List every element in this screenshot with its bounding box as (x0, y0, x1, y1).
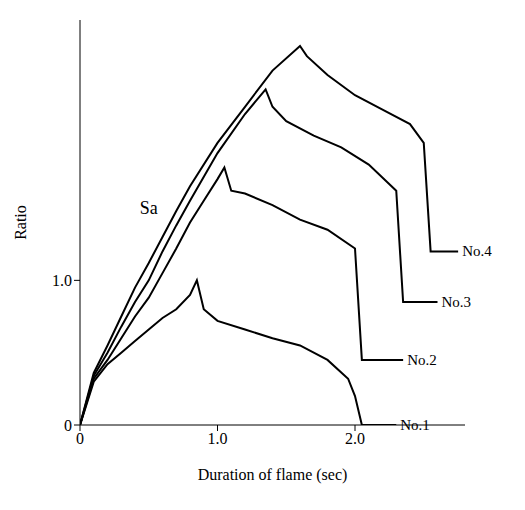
svg-text:No.1: No.1 (400, 417, 430, 433)
svg-text:2.0: 2.0 (345, 430, 365, 447)
svg-text:1.0: 1.0 (208, 430, 228, 447)
svg-text:Duration of flame (sec): Duration of flame (sec) (198, 466, 348, 484)
svg-text:Sa: Sa (140, 198, 158, 218)
svg-text:0: 0 (76, 430, 84, 447)
svg-text:1.0: 1.0 (52, 272, 72, 289)
svg-text:No.2: No.2 (407, 352, 437, 368)
svg-text:No.3: No.3 (442, 294, 472, 310)
svg-text:No.4: No.4 (462, 243, 492, 259)
svg-text:Ratio: Ratio (12, 205, 29, 240)
svg-text:0: 0 (64, 417, 72, 434)
